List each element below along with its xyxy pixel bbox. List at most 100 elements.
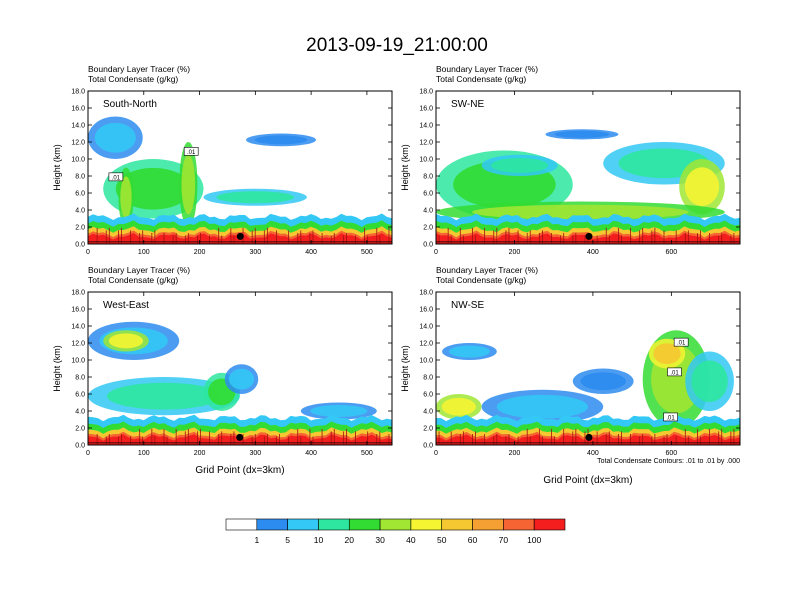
y-tick-label: 0.0 — [423, 242, 433, 249]
y-tick-label: 18.0 — [419, 290, 433, 297]
colorbar-label: 1 — [254, 535, 259, 545]
panel-label: West-East — [103, 300, 149, 311]
panel-label: South-North — [103, 99, 157, 110]
y-tick-label: 14.0 — [419, 123, 433, 130]
y-tick-label: 14.0 — [71, 324, 85, 331]
contour-label: .01 — [670, 370, 679, 376]
location-marker — [236, 232, 244, 240]
x-tick-label: 200 — [509, 450, 521, 457]
x-tick-label: 500 — [361, 450, 373, 457]
x-tick-label: 0 — [86, 450, 90, 457]
y-tick-label: 18.0 — [71, 290, 85, 297]
y-tick-label: 2.0 — [423, 426, 433, 433]
x-tick-label: 100 — [138, 249, 150, 256]
colorbar-swatch — [472, 518, 504, 531]
plot-frame — [435, 90, 741, 245]
y-tick-label: 16.0 — [419, 307, 433, 314]
figure-title: 2013-09-19_21:00:00 — [306, 35, 488, 56]
x-tick-label: 300 — [249, 450, 261, 457]
contour-label-box — [108, 172, 124, 182]
y-tick-label: 6.0 — [75, 191, 85, 198]
field-core — [448, 345, 490, 358]
colorbar-swatch — [441, 518, 473, 531]
field-core — [254, 135, 308, 145]
colorbar-label: 30 — [375, 535, 385, 545]
colorbar-label: 20 — [345, 535, 355, 545]
contour-label-box — [183, 147, 199, 156]
y-tick-label: 10.0 — [419, 157, 433, 164]
field-core — [580, 372, 626, 391]
contour-label-box — [673, 337, 689, 347]
field-core — [216, 191, 294, 204]
field-core — [691, 360, 728, 403]
variable-label: Boundary Layer Tracer (%) — [88, 64, 190, 74]
y-tick-label: 10.0 — [71, 358, 85, 365]
variable-label: Total Condensate (g/kg) — [88, 74, 178, 84]
y-tick-label: 18.0 — [419, 89, 433, 96]
colorbar-swatch — [503, 518, 535, 531]
colorbar-label: 40 — [406, 535, 416, 545]
y-axis-label: Height (km) — [400, 345, 410, 392]
contour-label: .01 — [677, 341, 686, 347]
colorbar-swatch — [379, 518, 412, 531]
y-tick-label: 0.0 — [75, 443, 85, 450]
field-core — [120, 176, 132, 219]
colorbar-swatch — [533, 518, 566, 531]
y-tick-label: 2.0 — [75, 225, 85, 232]
field-core — [472, 204, 689, 220]
y-tick-label: 14.0 — [71, 123, 85, 130]
x-tick-label: 100 — [138, 450, 150, 457]
x-tick-label: 200 — [194, 450, 206, 457]
y-tick-label: 0.0 — [423, 443, 433, 450]
x-tick-label: 400 — [305, 450, 317, 457]
contour-label-box — [663, 412, 678, 422]
x-tick-label: 400 — [587, 450, 599, 457]
colorbar: 1 5 10 20 30 40 50 60 70 100 — [225, 518, 566, 545]
x-axis-label: Grid Point (dx=3km) — [195, 465, 284, 476]
panel-west-east: 0.0 2.0 4.0 6.0 8.0 10.0 12.0 14.0 16.0 18.0 0 100 2… — [52, 265, 393, 476]
y-tick-label: 6.0 — [423, 191, 433, 198]
contour-note: Total Condensate Contours: .01 to .01 by… — [597, 458, 740, 465]
colorbar-swatch — [348, 518, 381, 531]
y-axis-label: Height (km) — [52, 144, 62, 191]
x-tick-label: 400 — [305, 249, 317, 256]
x-tick-label: 200 — [194, 249, 206, 256]
y-tick-label: 12.0 — [419, 341, 433, 348]
panel-sw-ne: 0.0 2.0 4.0 6.0 8.0 10.0 12.0 14.0 16.0 18.0 0 200 4… — [400, 64, 741, 256]
colorbar-label: 60 — [468, 535, 478, 545]
field-core — [684, 167, 720, 206]
colorbar-swatch — [256, 518, 288, 531]
x-tick-label: 600 — [666, 450, 678, 457]
variable-label: Total Condensate (g/kg) — [436, 74, 526, 84]
field-core — [491, 157, 549, 173]
location-marker — [585, 232, 593, 240]
variable-label: Total Condensate (g/kg) — [436, 275, 526, 285]
contour-label-box — [667, 367, 682, 377]
x-tick-label: 200 — [509, 249, 521, 256]
y-tick-label: 8.0 — [423, 174, 433, 181]
variable-label: Boundary Layer Tracer (%) — [88, 265, 190, 275]
y-tick-label: 16.0 — [71, 106, 85, 113]
contour-label: .01 — [112, 175, 121, 181]
y-tick-label: 16.0 — [419, 106, 433, 113]
panel-label: SW-NE — [451, 99, 484, 110]
x-tick-label: 300 — [249, 249, 261, 256]
x-tick-label: 0 — [434, 249, 438, 256]
variable-label: Total Condensate (g/kg) — [88, 275, 178, 285]
y-tick-label: 14.0 — [419, 324, 433, 331]
y-tick-label: 12.0 — [71, 140, 85, 147]
location-marker — [585, 433, 593, 441]
field-core — [653, 343, 681, 365]
field-core — [310, 405, 368, 417]
y-tick-label: 6.0 — [423, 392, 433, 399]
field-core — [94, 122, 136, 153]
colorbar-label: 10 — [314, 535, 324, 545]
colorbar-swatch — [225, 518, 258, 531]
y-tick-label: 6.0 — [75, 392, 85, 399]
y-tick-label: 8.0 — [423, 375, 433, 382]
y-tick-label: 10.0 — [419, 358, 433, 365]
panels: .01 .01 0.0 2.0 4.0 6.0 8.0 10.0 12.0 14.0 16.0 18.… — [52, 64, 741, 486]
y-tick-label: 4.0 — [75, 409, 85, 416]
plot-frame — [87, 90, 393, 245]
y-axis-label: Height (km) — [52, 345, 62, 392]
